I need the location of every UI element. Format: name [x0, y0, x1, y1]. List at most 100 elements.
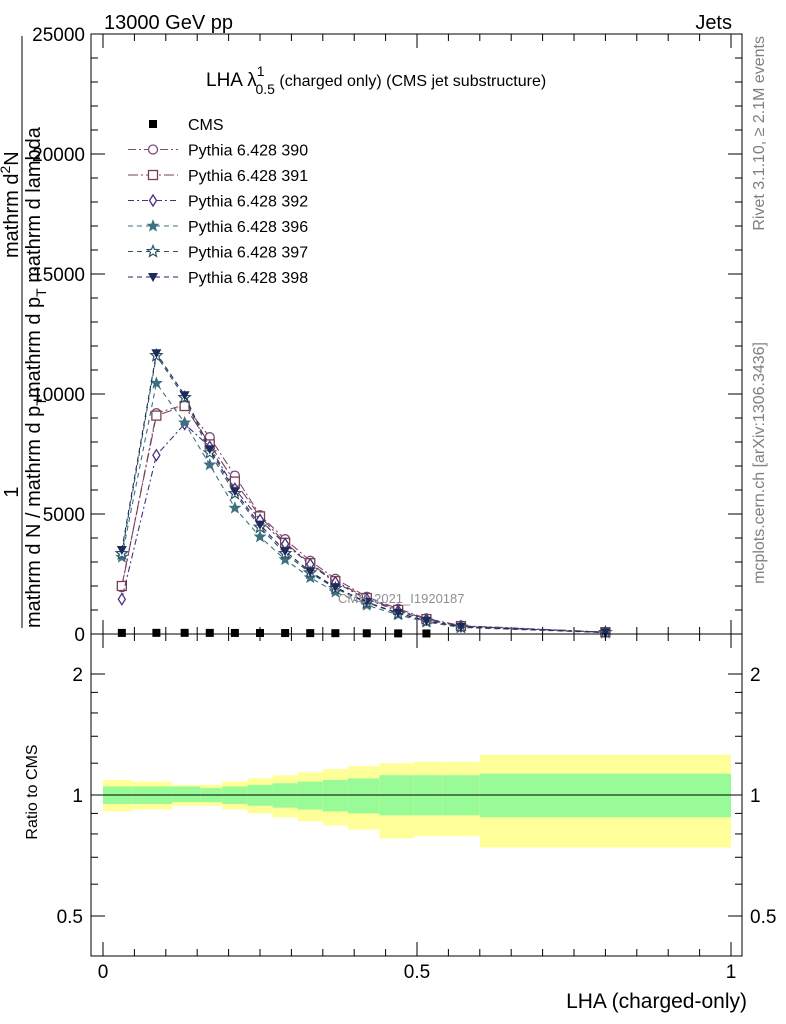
- data-point-pythia-6-428-398: [455, 622, 466, 632]
- data-point-cms: [117, 628, 126, 637]
- data-point-pythia-6-428-396: [203, 457, 217, 471]
- main-panel: 0 5000 10000 15000 20000 25000 CMS_2021_I1920…: [0, 25, 743, 646]
- data-point-pythia-6-428-396: [178, 415, 192, 429]
- data-point-pythia-6-428-396: [253, 529, 267, 543]
- main-y-tick-label: 20000: [32, 145, 85, 166]
- energy-label: 13000 GeV pp: [104, 12, 233, 34]
- series-line-pythia-6-428-396: [121, 381, 606, 634]
- legend-label: Pythia 6.428 396: [188, 219, 308, 236]
- ylabel-line2: mathrm d N / mathrm d p: [23, 406, 45, 628]
- x-tick-label: 1: [726, 962, 737, 983]
- ratio-y-tick-label-right: 2: [750, 665, 761, 686]
- data-point-pythia-6-428-392: [117, 592, 127, 606]
- data-point-pythia-6-428-398: [204, 445, 215, 455]
- legend-label: Pythia 6.428 392: [188, 194, 308, 211]
- ylabel-line3-sup: 2: [0, 166, 13, 174]
- series-line-pythia-6-428-392: [121, 423, 606, 633]
- ratio-y-tick-label: 1: [72, 786, 83, 807]
- ylabel-line-dpt-dlambda: mathrm d pT mathrm d lambda: [23, 126, 49, 398]
- plot-title: LHA λ1 0.5 (charged only) (CMS jet substr…: [206, 63, 546, 97]
- ylabel-line4-rest: mathrm d lambda: [23, 126, 45, 288]
- plot-title-suffix: (charged only) (CMS jet substructure): [275, 73, 546, 90]
- data-point-pythia-6-428-398: [421, 616, 432, 626]
- data-point-pythia-6-428-396: [278, 552, 292, 566]
- data-point-pythia-6-428-391: [116, 580, 127, 592]
- ratio-y-axis-title: Ratio to CMS: [24, 744, 41, 839]
- legend-marker: [149, 120, 157, 128]
- main-y-tick-label: 15000: [32, 265, 85, 286]
- data-point-pythia-6-428-398: [330, 583, 341, 593]
- data-point-cms: [180, 628, 189, 637]
- mcplots-label: mcplots.cern.ch [arXiv:1306.3436]: [751, 342, 768, 584]
- plot-title-sub: 0.5: [256, 81, 276, 97]
- process-label: Jets: [695, 12, 732, 34]
- ylabel-line4: mathrm d p: [23, 297, 45, 398]
- main-y-axis-title: 1 mathrm d N / mathrm d pT mathrm d2N ma…: [0, 36, 49, 628]
- ratio-y-tick-label-right: 0.5: [750, 907, 776, 928]
- plot-title-prefix: LHA λ: [206, 70, 257, 91]
- data-point-pythia-6-428-398: [393, 608, 404, 618]
- watermark: CMS_2021_I1920187: [338, 591, 465, 606]
- main-y-tick-label: 25000: [32, 25, 85, 46]
- ylabel-line-dn-dpt: mathrm d N / mathrm d pT: [23, 397, 49, 628]
- data-point-cms: [362, 629, 371, 638]
- data-point-pythia-6-428-398: [280, 547, 291, 557]
- legend: CMS Pythia 6.428 390 Pythia 6.428 391 Pythi…: [128, 117, 308, 287]
- legend-marker: [147, 169, 159, 181]
- legend-label: Pythia 6.428 397: [188, 245, 308, 262]
- ratio-band-inner: [172, 786, 201, 803]
- ylabel-numerator-one: 1: [1, 486, 23, 497]
- main-y-tick-label: 0: [74, 625, 85, 646]
- data-point-pythia-6-428-396: [228, 501, 242, 514]
- legend-marker: [147, 144, 159, 155]
- data-point-cms: [256, 628, 264, 637]
- rivet-version-label: Rivet 3.1.10, ≥ 2.1M events: [751, 36, 768, 231]
- series-line-pythia-6-428-398: [121, 351, 606, 633]
- data-point-pythia-6-428-396: [303, 570, 317, 584]
- data-point-pythia-6-428-398: [305, 567, 316, 577]
- data-point-pythia-6-428-398: [179, 391, 190, 401]
- data-point-cms: [281, 629, 290, 638]
- data-point-pythia-6-428-392: [152, 448, 161, 462]
- data-point-pythia-6-428-398: [255, 520, 265, 530]
- plot-title-sup: 1: [257, 63, 265, 79]
- ratio-band-inner: [297, 781, 323, 810]
- ylabel-line3-rest: N: [1, 151, 23, 165]
- data-point-cms: [422, 629, 431, 638]
- main-y-tick-label: 10000: [32, 385, 85, 406]
- data-point-cms: [306, 629, 315, 638]
- x-axis-title: LHA (charged-only): [566, 990, 747, 1013]
- ylabel-line-d2n: mathrm d2N: [0, 151, 23, 258]
- ratio-y-tick-label: 2: [72, 665, 83, 686]
- data-point-cms: [394, 629, 403, 638]
- series-line-pythia-6-428-397: [121, 354, 606, 633]
- data-point-pythia-6-428-398: [361, 598, 372, 608]
- legend-label: Pythia 6.428 398: [188, 270, 308, 287]
- data-point-cms: [205, 628, 214, 637]
- main-y-tick-label: 5000: [43, 505, 85, 526]
- legend-label: Pythia 6.428 391: [188, 168, 308, 185]
- data-point-pythia-6-428-391: [151, 410, 162, 421]
- ratio-band-inner: [347, 778, 380, 814]
- ylabel-line3: mathrm d: [1, 174, 23, 258]
- data-point-pythia-6-428-398: [116, 546, 127, 555]
- ratio-y-tick-label: 0.5: [57, 907, 83, 928]
- data-point-cms: [230, 628, 239, 637]
- ratio-band-inner: [322, 779, 348, 812]
- legend-label: CMS: [188, 117, 224, 134]
- data-point-cms: [331, 629, 340, 638]
- x-tick-label: 0: [98, 962, 109, 983]
- ylabel-line2-sub: T: [33, 397, 49, 406]
- legend-marker: [148, 273, 158, 282]
- legend-marker: [145, 243, 161, 258]
- legend-marker: [148, 193, 158, 208]
- ylabel-line4-sub: T: [33, 288, 49, 297]
- legend-label: Pythia 6.428 390: [188, 143, 308, 160]
- data-point-pythia-6-428-398: [229, 487, 240, 497]
- data-point-cms: [152, 628, 161, 637]
- legend-marker: [146, 219, 160, 232]
- data-point-pythia-6-428-398: [151, 349, 162, 359]
- ratio-panel: 0.5 0.5 1 1 2 2 0 0.5 1 Ratio to CMS LHA (charge…: [24, 633, 776, 1013]
- data-point-pythia-6-428-398: [600, 628, 611, 638]
